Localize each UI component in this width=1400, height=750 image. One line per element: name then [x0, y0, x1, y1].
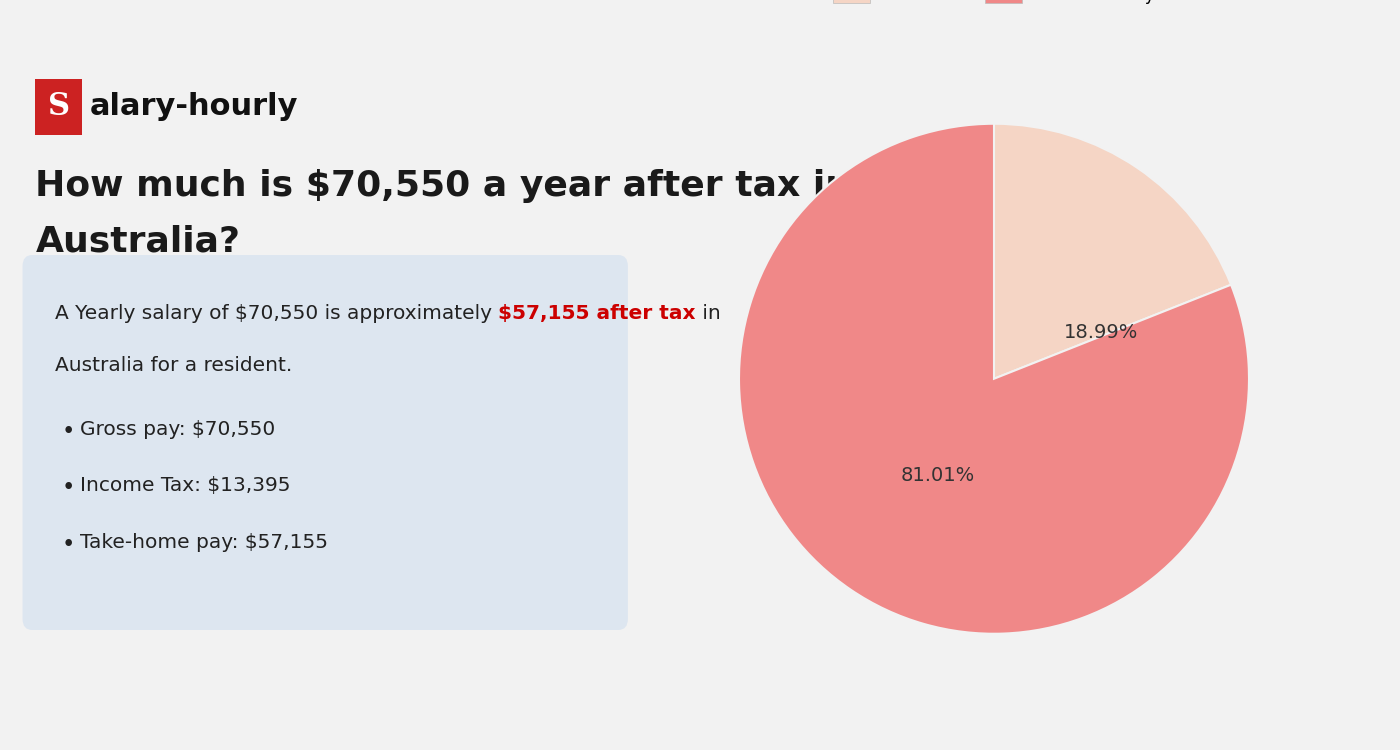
Wedge shape [739, 124, 1249, 634]
Text: Income Tax: $13,395: Income Tax: $13,395 [81, 476, 291, 495]
Text: in: in [696, 304, 721, 322]
FancyBboxPatch shape [22, 255, 629, 630]
Text: 81.01%: 81.01% [900, 466, 974, 485]
Legend: Income Tax, Take-home Pay: Income Tax, Take-home Pay [826, 0, 1162, 10]
Wedge shape [994, 124, 1231, 379]
Text: •: • [62, 420, 74, 443]
Text: $57,155 after tax: $57,155 after tax [498, 304, 696, 322]
Text: Australia?: Australia? [35, 225, 241, 259]
Text: Australia for a resident.: Australia for a resident. [55, 356, 293, 375]
Text: How much is $70,550 a year after tax in: How much is $70,550 a year after tax in [35, 169, 851, 202]
Text: alary-hourly: alary-hourly [90, 92, 298, 122]
Text: •: • [62, 476, 74, 500]
Text: Gross pay: $70,550: Gross pay: $70,550 [81, 420, 276, 439]
Text: A Yearly salary of $70,550 is approximately: A Yearly salary of $70,550 is approximat… [55, 304, 498, 322]
Text: 18.99%: 18.99% [1064, 323, 1138, 342]
Text: •: • [62, 532, 74, 556]
FancyBboxPatch shape [35, 79, 81, 135]
Text: Take-home pay: $57,155: Take-home pay: $57,155 [81, 532, 329, 551]
Text: S: S [48, 92, 70, 122]
